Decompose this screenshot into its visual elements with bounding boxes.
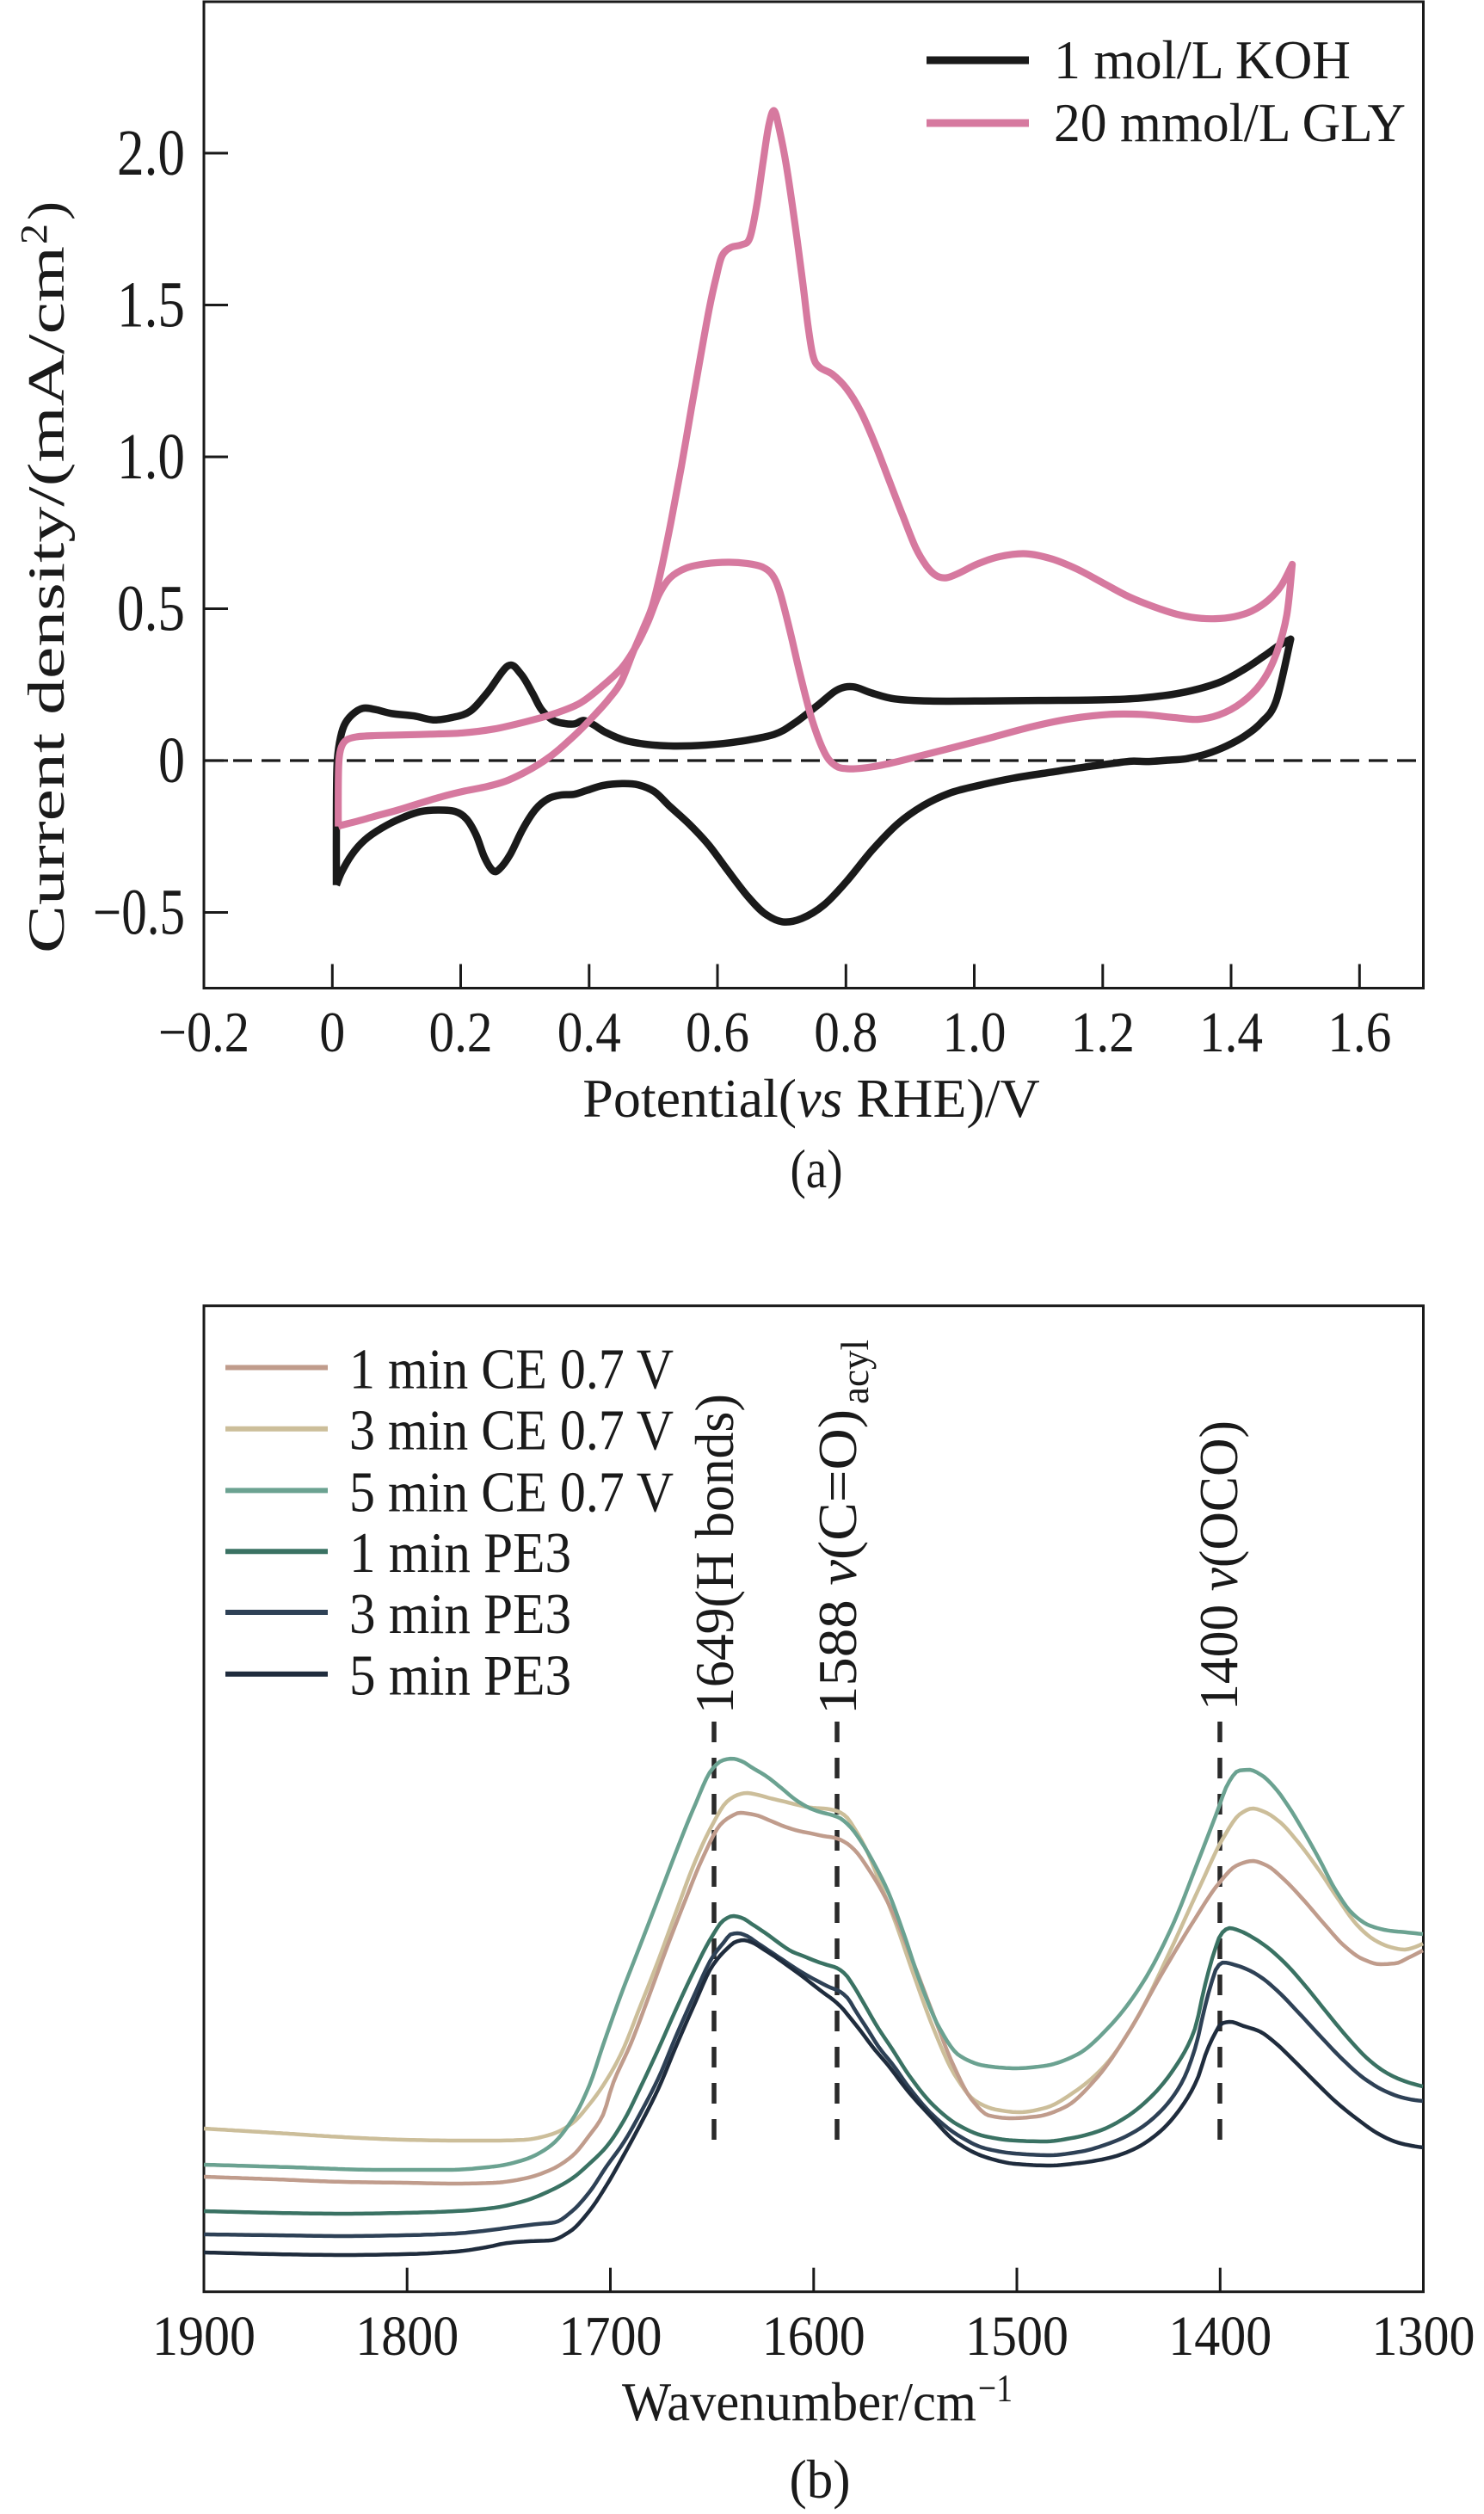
svg-text:1500: 1500 [965,2305,1068,2368]
svg-text:1.4: 1.4 [1199,1001,1263,1064]
svg-text:0.5: 0.5 [117,573,185,645]
svg-text:1400 v(OCO): 1400 v(OCO) [1189,1420,1249,1710]
svg-text:1.2: 1.2 [1071,1001,1135,1064]
svg-text:1400: 1400 [1168,2305,1272,2368]
svg-text:2.0: 2.0 [117,117,185,189]
svg-text:−0.5: −0.5 [93,877,185,949]
svg-text:1.0: 1.0 [943,1001,1007,1064]
svg-text:20 mmol/L GLY: 20 mmol/L GLY [1054,92,1406,153]
svg-text:1649(H bonds): 1649(H bonds) [685,1394,745,1714]
svg-text:1900: 1900 [152,2305,256,2368]
svg-text:0: 0 [319,1001,345,1064]
svg-text:3 min CE 0.7 V: 3 min CE 0.7 V [349,1399,674,1463]
svg-text:(b): (b) [790,2449,851,2510]
svg-text:1800: 1800 [355,2305,459,2368]
svg-text:1300: 1300 [1372,2305,1475,2368]
svg-text:3 min PE3: 3 min PE3 [349,1582,571,1646]
svg-text:−1: −1 [978,2366,1013,2410]
svg-text:1700: 1700 [559,2305,662,2368]
svg-text:Potential(vs RHE)/V: Potential(vs RHE)/V [582,1068,1039,1129]
svg-text:(a): (a) [791,1138,843,1199]
svg-text:Wavenumber/cm: Wavenumber/cm [622,2371,976,2432]
svg-text:1 min PE3: 1 min PE3 [349,1521,571,1585]
svg-text:Current density/(mA/cm: Current density/(mA/cm [18,246,75,953]
svg-text:1 min CE 0.7 V: 1 min CE 0.7 V [349,1338,674,1402]
svg-text:5 min PE3: 5 min PE3 [349,1644,571,1708]
svg-text:2: 2 [13,224,55,244]
svg-text:): ) [18,201,75,220]
svg-text:1.5: 1.5 [117,269,185,342]
svg-text:0.6: 0.6 [686,1001,749,1064]
svg-text:1.6: 1.6 [1327,1001,1391,1064]
svg-text:0: 0 [158,724,185,797]
svg-text:1 mol/L KOH: 1 mol/L KOH [1054,29,1351,90]
svg-text:0.2: 0.2 [429,1001,493,1064]
svg-text:0.4: 0.4 [557,1001,621,1064]
svg-text:acyl: acyl [833,1340,877,1404]
svg-text:0.8: 0.8 [814,1001,877,1064]
svg-text:1588 v(C=O): 1588 v(C=O) [808,1409,868,1715]
svg-text:1600: 1600 [762,2305,865,2368]
svg-text:5 min CE 0.7 V: 5 min CE 0.7 V [349,1460,674,1524]
svg-text:1.0: 1.0 [117,421,185,493]
svg-text:−0.2: −0.2 [158,1001,249,1064]
